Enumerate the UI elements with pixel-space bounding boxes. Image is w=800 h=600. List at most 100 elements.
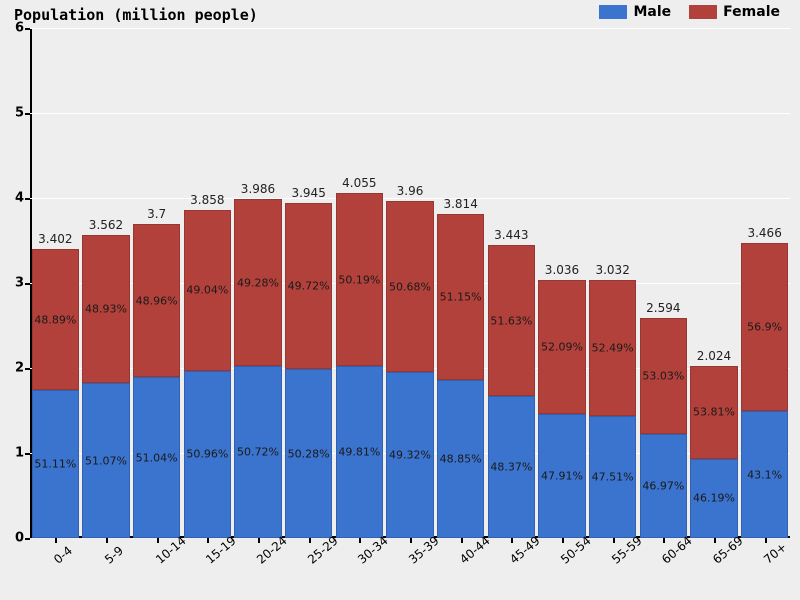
legend-label-female: Female	[723, 4, 780, 20]
bar-seg-male-label: 46.97%	[642, 480, 684, 493]
bar-seg-male-label: 47.91%	[541, 470, 583, 483]
bar-seg-male-label: 48.85%	[440, 452, 482, 465]
bar-seg-male: 49.32%	[386, 372, 434, 538]
legend-swatch-female	[689, 5, 717, 19]
y-tick-label: 5	[15, 106, 30, 121]
x-tick	[511, 538, 513, 543]
bar-seg-male: 49.81%	[336, 366, 384, 538]
y-tick-label: 3	[15, 276, 30, 291]
bar-seg-male-label: 51.04%	[136, 451, 178, 464]
bar-seg-female: 51.63%	[488, 245, 536, 396]
bar-seg-male: 47.51%	[589, 416, 637, 538]
y-tick-label: 0	[15, 531, 30, 546]
bar-total-label: 3.562	[89, 218, 123, 232]
bar-total-label: 3.7	[147, 207, 166, 221]
bar-seg-female-label: 51.63%	[490, 314, 532, 327]
x-tick	[562, 538, 564, 543]
bar-seg-male-label: 48.37%	[490, 461, 532, 474]
bar-total-label: 3.466	[747, 226, 781, 240]
bar-total-label: 3.032	[595, 263, 629, 277]
bar-group: 50.72%49.28%3.986	[234, 199, 282, 538]
bar-seg-female: 53.81%	[690, 366, 738, 459]
bar-seg-male-label: 51.07%	[85, 454, 127, 467]
bar-seg-male: 46.19%	[690, 459, 738, 538]
population-chart: Population (million people) Male Female …	[0, 0, 800, 600]
y-tick-label: 2	[15, 361, 30, 376]
x-tick	[309, 538, 311, 543]
x-tick	[157, 538, 159, 543]
gridline	[30, 113, 790, 114]
bar-seg-male: 43.1%	[741, 411, 789, 538]
bar-seg-female-label: 48.93%	[85, 303, 127, 316]
x-tick-label: 0-4	[51, 543, 75, 566]
bar-seg-male: 50.28%	[285, 369, 333, 538]
bar-seg-female-label: 53.03%	[642, 369, 684, 382]
bar-group: 43.1%56.9%3.466	[741, 243, 789, 538]
bar-seg-female: 49.04%	[184, 210, 232, 371]
bar-seg-male-label: 51.11%	[34, 458, 76, 471]
bar-seg-male: 51.07%	[82, 383, 130, 538]
bar-seg-female-label: 49.72%	[288, 280, 330, 293]
bar-seg-male: 48.85%	[437, 380, 485, 538]
bar-total-label: 3.96	[397, 184, 424, 198]
bar-seg-female-label: 53.81%	[693, 406, 735, 419]
x-tick	[663, 538, 665, 543]
x-tick	[613, 538, 615, 543]
bar-seg-female: 49.72%	[285, 203, 333, 370]
y-tick-label: 6	[15, 21, 30, 36]
x-tick-label: 70+	[761, 540, 789, 567]
x-tick	[207, 538, 209, 543]
bar-seg-male-label: 49.81%	[338, 446, 380, 459]
legend-swatch-male	[599, 5, 627, 19]
bar-seg-female: 48.93%	[82, 235, 130, 383]
bar-seg-female-label: 48.89%	[34, 313, 76, 326]
bar-seg-female-label: 49.04%	[186, 284, 228, 297]
bar-seg-male-label: 46.19%	[693, 492, 735, 505]
bar-seg-female: 48.96%	[133, 224, 181, 378]
bar-group: 50.96%49.04%3.858	[184, 210, 232, 538]
x-tick	[765, 538, 767, 543]
bar-group: 51.07%48.93%3.562	[82, 235, 130, 538]
bar-seg-male: 51.04%	[133, 377, 181, 538]
bar-group: 46.97%53.03%2.594	[640, 318, 688, 538]
bar-total-label: 4.055	[342, 176, 376, 190]
bar-total-label: 3.945	[291, 186, 325, 200]
bar-seg-female-label: 51.15%	[440, 290, 482, 303]
bar-seg-female: 51.15%	[437, 214, 485, 380]
bar-seg-male: 46.97%	[640, 434, 688, 538]
bar-group: 51.04%48.96%3.7	[133, 224, 181, 539]
legend-item-female: Female	[689, 4, 780, 20]
bar-seg-male-label: 43.1%	[747, 468, 782, 481]
bar-seg-female-label: 50.68%	[389, 280, 431, 293]
legend-label-male: Male	[633, 4, 671, 20]
bar-total-label: 3.402	[38, 232, 72, 246]
x-tick	[410, 538, 412, 543]
bar-total-label: 2.594	[646, 301, 680, 315]
bar-group: 46.19%53.81%2.024	[690, 366, 738, 538]
bar-seg-female: 53.03%	[640, 318, 688, 435]
bar-total-label: 2.024	[697, 349, 731, 363]
bar-total-label: 3.036	[545, 263, 579, 277]
bar-group: 49.32%50.68%3.96	[386, 201, 434, 538]
x-tick-label: 5-9	[102, 543, 126, 566]
bar-seg-female: 50.68%	[386, 201, 434, 372]
bar-seg-female-label: 52.49%	[592, 341, 634, 354]
x-tick	[714, 538, 716, 543]
chart-title: Population (million people)	[14, 6, 258, 24]
bar-seg-male: 50.72%	[234, 366, 282, 538]
bar-seg-female: 49.28%	[234, 199, 282, 366]
bar-seg-female-label: 50.19%	[338, 273, 380, 286]
bar-seg-female: 50.19%	[336, 193, 384, 366]
bar-seg-female: 48.89%	[32, 249, 80, 390]
gridline	[30, 28, 790, 29]
bar-seg-male: 50.96%	[184, 371, 232, 538]
x-tick	[359, 538, 361, 543]
bar-seg-female-label: 49.28%	[237, 276, 279, 289]
y-tick-label: 4	[15, 191, 30, 206]
bar-group: 48.85%51.15%3.814	[437, 214, 485, 538]
bar-seg-male-label: 50.96%	[186, 448, 228, 461]
bar-seg-male-label: 49.32%	[389, 449, 431, 462]
bar-seg-female: 56.9%	[741, 243, 789, 411]
bar-seg-female-label: 48.96%	[136, 294, 178, 307]
bar-total-label: 3.858	[190, 193, 224, 207]
